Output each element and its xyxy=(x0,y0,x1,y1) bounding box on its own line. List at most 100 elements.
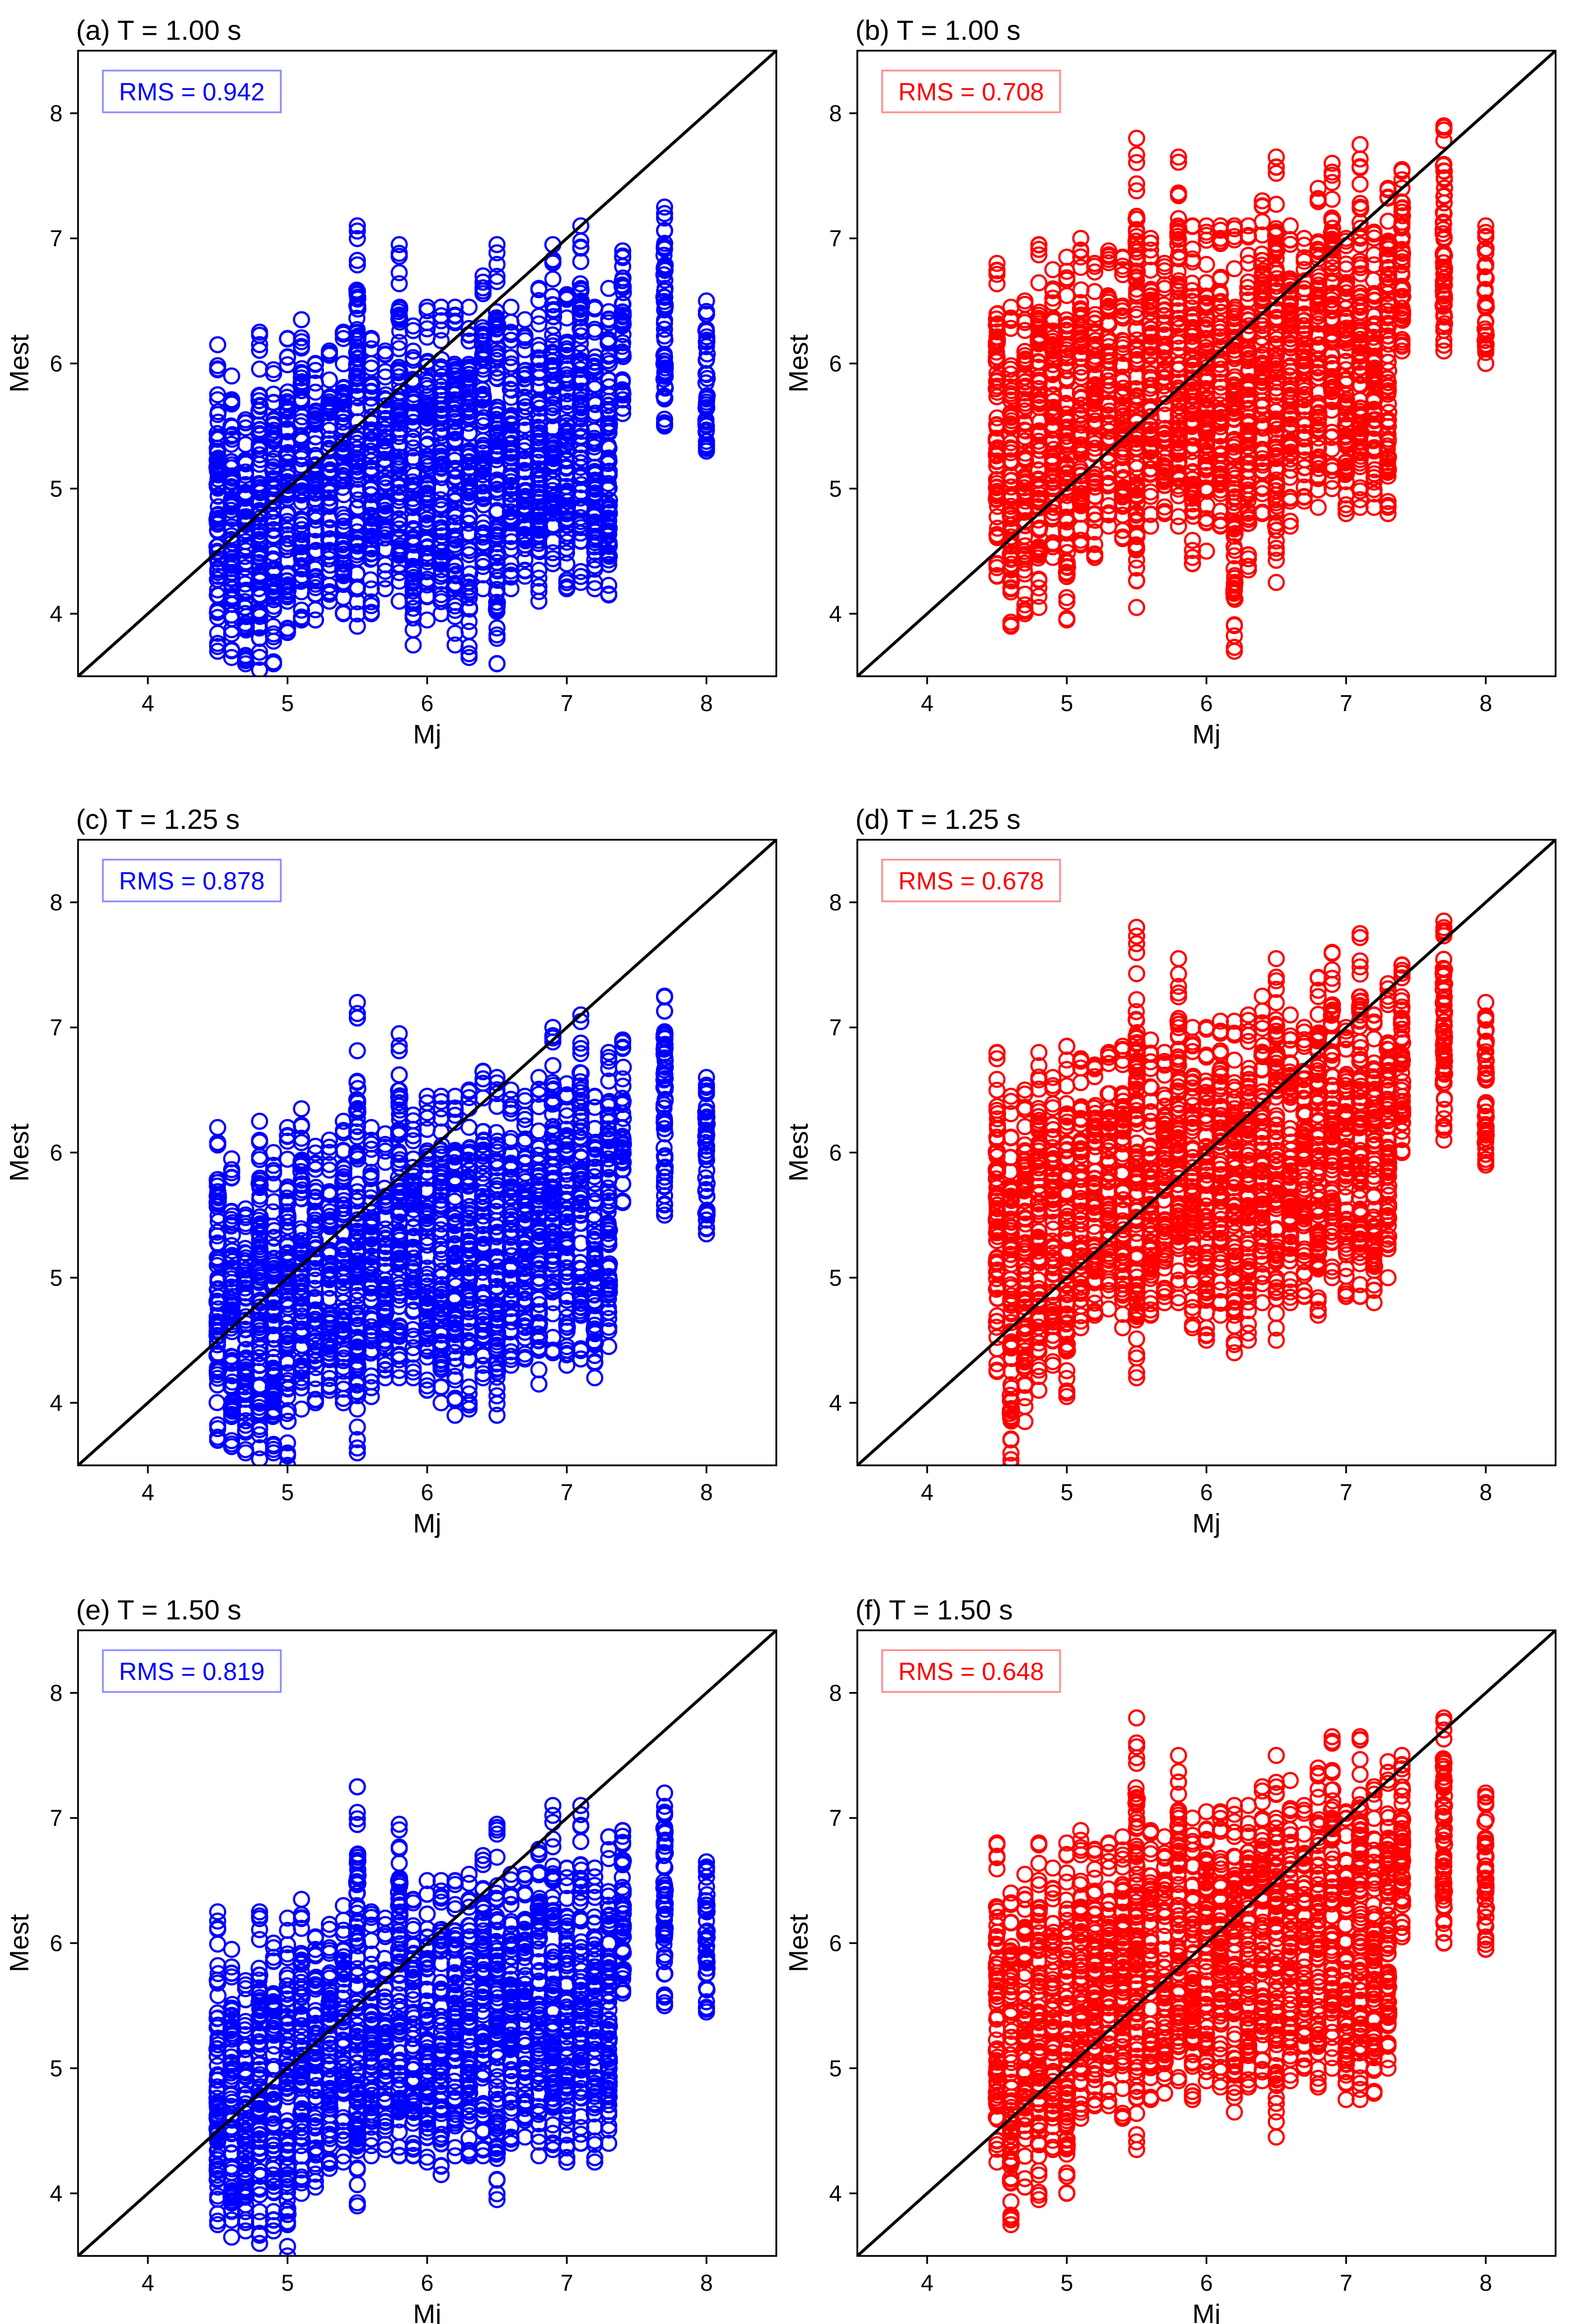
data-point xyxy=(1128,223,1146,240)
data-point xyxy=(208,1394,226,1411)
data-point xyxy=(1267,476,1285,493)
data-point xyxy=(1128,541,1146,558)
data-point xyxy=(1379,467,1397,485)
data-point xyxy=(656,209,673,227)
data-point xyxy=(1128,354,1146,372)
data-point xyxy=(1323,174,1341,191)
data-point xyxy=(1142,487,1159,505)
data-point xyxy=(307,601,324,619)
data-point xyxy=(614,249,632,266)
data-point xyxy=(1267,158,1285,176)
data-point xyxy=(601,491,618,509)
data-point xyxy=(1142,483,1159,501)
y-tick-label: 8 xyxy=(50,100,63,126)
data-point xyxy=(1058,593,1075,611)
data-point xyxy=(1170,148,1187,166)
data-point xyxy=(1170,508,1187,526)
data-point xyxy=(278,399,296,416)
data-point xyxy=(1184,555,1201,572)
data-point xyxy=(251,336,268,353)
data-point xyxy=(209,1420,227,1438)
y-axis-label: Mest xyxy=(4,334,34,393)
marker-column xyxy=(1434,117,1453,360)
data-point xyxy=(1295,488,1313,506)
data-point xyxy=(209,357,227,375)
data-point xyxy=(1394,312,1411,329)
data-point xyxy=(657,379,674,397)
y-tick-label: 8 xyxy=(829,100,842,126)
data-point xyxy=(1379,412,1397,429)
data-point xyxy=(1267,244,1285,262)
data-point xyxy=(545,302,562,320)
data-point xyxy=(572,335,589,352)
data-point xyxy=(600,462,618,480)
data-point xyxy=(1226,627,1243,644)
data-point xyxy=(488,244,506,261)
marker-column xyxy=(445,298,465,654)
data-point xyxy=(698,436,715,454)
data-point xyxy=(1086,505,1104,523)
data-point xyxy=(1393,161,1411,179)
data-point xyxy=(1100,414,1118,431)
y-tick-label: 6 xyxy=(829,351,842,377)
data-point xyxy=(697,365,715,382)
data-point xyxy=(697,411,715,429)
data-point xyxy=(362,604,380,621)
data-point xyxy=(1379,353,1397,371)
data-point xyxy=(1435,194,1453,212)
data-point xyxy=(1267,195,1285,213)
data-point xyxy=(237,414,254,432)
data-point xyxy=(1394,307,1411,324)
data-point xyxy=(1351,236,1369,254)
data-point xyxy=(530,583,548,600)
data-point xyxy=(1337,473,1355,490)
data-point xyxy=(1212,285,1229,303)
data-point xyxy=(446,313,464,330)
data-point xyxy=(613,373,631,391)
data-point xyxy=(599,518,617,535)
data-point xyxy=(599,544,617,561)
data-point xyxy=(614,345,632,363)
y-tick-label: 5 xyxy=(829,476,842,501)
data-point xyxy=(362,486,380,503)
data-point xyxy=(1044,294,1062,312)
data-point xyxy=(474,279,492,297)
data-point xyxy=(391,275,408,293)
data-point xyxy=(488,630,506,647)
data-point xyxy=(209,1119,227,1136)
data-point xyxy=(433,548,450,565)
data-point xyxy=(461,581,479,599)
data-point xyxy=(544,270,562,288)
data-point xyxy=(1435,187,1453,204)
data-point xyxy=(614,334,632,352)
data-point xyxy=(1072,230,1089,247)
data-point xyxy=(432,332,450,349)
data-point xyxy=(1379,437,1396,455)
data-point xyxy=(1393,333,1411,351)
data-point xyxy=(573,382,590,400)
data-point xyxy=(1226,590,1243,608)
data-point xyxy=(1435,215,1452,233)
data-point xyxy=(209,1134,227,1151)
data-point xyxy=(1156,498,1173,516)
data-point xyxy=(1170,272,1188,290)
data-point xyxy=(348,256,366,274)
marker-column xyxy=(362,329,381,623)
data-point xyxy=(334,604,352,622)
data-point xyxy=(1198,542,1215,560)
data-point xyxy=(1030,570,1048,588)
data-point xyxy=(460,573,477,591)
data-point xyxy=(698,399,716,416)
data-point xyxy=(656,205,673,223)
data-point xyxy=(293,394,311,411)
data-point xyxy=(988,254,1006,272)
data-point xyxy=(1351,136,1369,154)
data-point xyxy=(600,479,618,497)
data-point xyxy=(209,635,227,652)
data-point xyxy=(530,569,548,587)
data-point xyxy=(655,387,673,405)
data-point xyxy=(210,1186,227,1204)
data-point xyxy=(209,405,227,423)
data-point xyxy=(1240,511,1257,528)
